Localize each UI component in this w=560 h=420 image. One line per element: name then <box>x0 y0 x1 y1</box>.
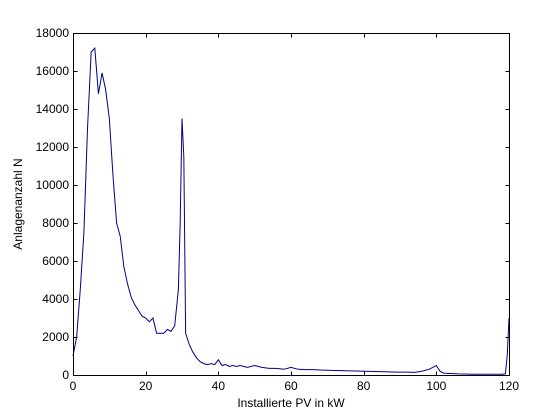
x-axis-ticks: 0 20 40 60 80 100 120 <box>70 33 519 393</box>
y-tick-label: 6000 <box>42 254 69 268</box>
y-tick-label: 8000 <box>42 216 69 230</box>
plot-frame <box>73 33 510 376</box>
y-tick-label: 10000 <box>36 178 70 192</box>
x-tick-label: 20 <box>139 379 153 393</box>
y-axis-title: Anlagenanzahl N <box>11 158 25 249</box>
y-tick-label: 16000 <box>36 64 70 78</box>
y-tick-label: 4000 <box>42 292 69 306</box>
y-axis-ticks: 0 2000 4000 6000 8000 10000 12000 14000 16000 180… <box>36 26 510 382</box>
y-tick-label: 0 <box>62 368 69 382</box>
plot-area <box>73 33 509 375</box>
y-tick-label: 14000 <box>36 102 70 116</box>
x-tick-label: 60 <box>284 379 298 393</box>
y-tick-label: 12000 <box>36 140 70 154</box>
y-tick-label: 2000 <box>42 330 69 344</box>
x-tick-label: 0 <box>70 379 77 393</box>
x-tick-label: 80 <box>357 379 371 393</box>
x-tick-label: 40 <box>212 379 226 393</box>
x-tick-label: 120 <box>499 379 519 393</box>
y-tick-label: 18000 <box>36 26 70 40</box>
series-line <box>72 47 510 375</box>
x-tick-label: 100 <box>426 379 446 393</box>
x-axis-title: Installierte PV in kW <box>237 396 345 410</box>
